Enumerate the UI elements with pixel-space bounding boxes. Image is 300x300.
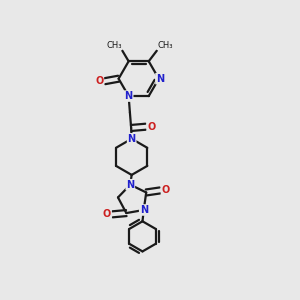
Text: O: O [161,185,170,195]
Text: O: O [95,76,103,86]
Text: N: N [126,180,134,190]
Text: CH₃: CH₃ [106,41,122,50]
Text: O: O [147,122,155,132]
Text: CH₃: CH₃ [157,41,173,50]
Text: O: O [103,209,111,219]
Text: N: N [128,134,136,144]
Text: N: N [156,74,164,84]
Text: N: N [124,91,133,101]
Text: N: N [140,205,148,215]
